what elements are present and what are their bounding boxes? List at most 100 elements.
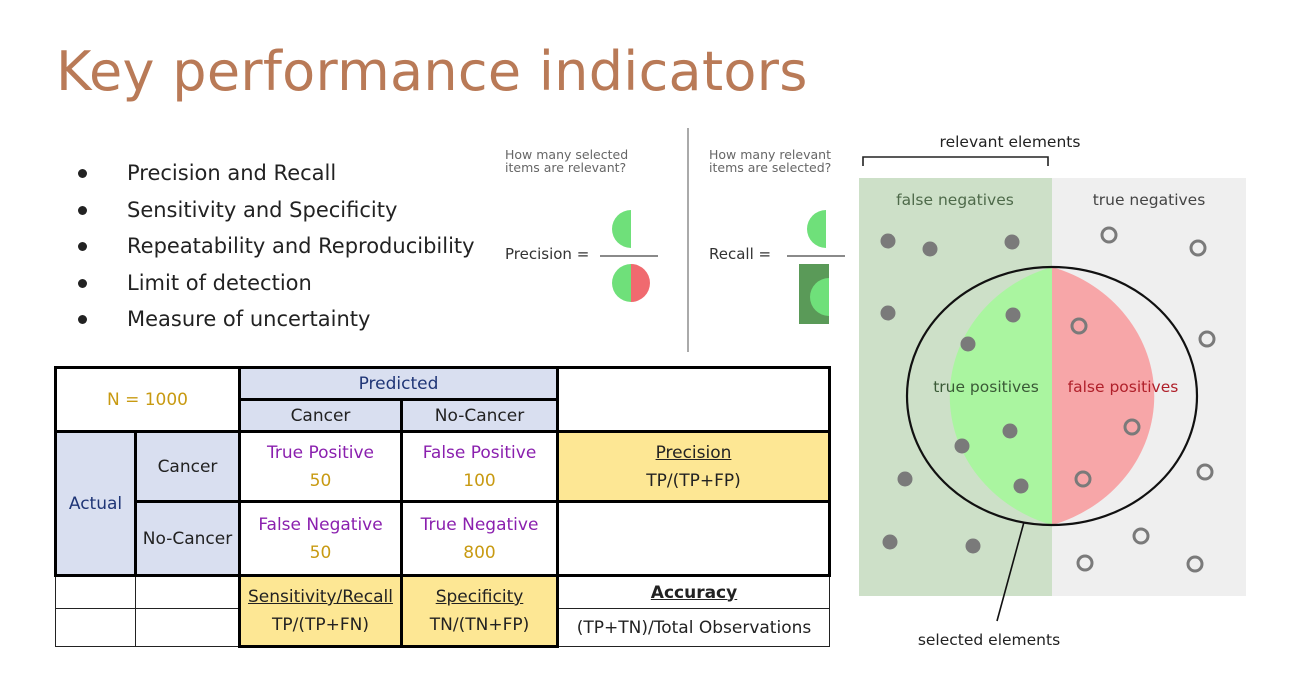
empty-right-cell (556, 500, 831, 577)
relevant-item-dot (960, 336, 976, 352)
actual-header: Actual (54, 430, 137, 577)
relevant-item-dots (880, 233, 1029, 554)
relevant-item-dot (880, 305, 896, 321)
relevant-item-dot (1004, 234, 1020, 250)
specificity-cell: Specificity TN/(TN+FP) (400, 574, 559, 648)
page-title: Key performance indicators (56, 40, 808, 103)
irrelevant-item-ring (1076, 554, 1094, 572)
bullet-item: Measure of uncertainty (74, 302, 475, 339)
true-negative-label: True Negative (420, 514, 539, 535)
bullet-text: Repeatability and Reproducibility (127, 234, 475, 259)
bullet-dot (78, 205, 87, 215)
precision-title: Precision (655, 442, 732, 463)
bullet-item: Precision and Recall (74, 156, 475, 193)
relevant-item-dot (882, 534, 898, 550)
relevant-elements-label: relevant elements (940, 133, 1081, 151)
sensitivity-title: Sensitivity/Recall (248, 587, 393, 607)
specificity-title: Specificity (435, 587, 524, 607)
true-negative-value: 800 (463, 542, 496, 563)
relevance-diagram: relevant elements false negatives true n… (859, 133, 1246, 649)
true-positives-region (949, 267, 1052, 525)
true-positives-label: true positives (933, 378, 1039, 396)
true-positive-label: True Positive (266, 442, 375, 463)
empty-header-cell (556, 366, 831, 433)
irrelevant-item-rings (1070, 226, 1216, 573)
bullet-text: Measure of uncertainty (127, 307, 371, 332)
irrelevant-item-ring (1186, 555, 1204, 573)
irrelevant-item-ring (1198, 330, 1216, 348)
recall-question-line: items are selected? (709, 160, 832, 175)
actual-cancer-header: Cancer (134, 430, 241, 503)
empty-cell (55, 575, 136, 609)
irrelevant-item-ring (1189, 239, 1207, 257)
selected-circle (905, 265, 1199, 527)
precision-question-line: How many selected (505, 147, 629, 162)
true-positive-value: 50 (309, 470, 332, 491)
precision-cell: Precision TP/(TP+FP) (556, 430, 831, 503)
relevant-item-dot (922, 241, 938, 257)
bullet-dot (78, 242, 87, 252)
accuracy-title: Accuracy (557, 575, 830, 609)
false-positive-cell: False Positive 100 (400, 430, 559, 503)
relevant-item-dot (1005, 307, 1021, 323)
precision-question-line: items are relevant? (505, 160, 627, 175)
selected-elements-label: selected elements (918, 631, 1060, 649)
true-positive-cell: True Positive 50 (238, 430, 403, 503)
bullet-dot (78, 169, 87, 178)
true-negative-cell: True Negative 800 (400, 500, 559, 577)
recall-question: How many relevant items are selected? (709, 148, 831, 174)
confusion-matrix-table: N = 1000 Predicted Cancer No-Cancer Actu… (54, 366, 831, 648)
bullet-dot (78, 278, 87, 288)
bullet-text: Precision and Recall (127, 161, 337, 185)
empty-cell (135, 575, 240, 609)
relevant-item-dot (880, 233, 896, 249)
irrelevant-item-ring (1074, 470, 1092, 488)
empty-cell (135, 608, 240, 647)
specificity-formula: TN/(TN+FP) (429, 615, 530, 635)
precision-question: How many selected items are relevant? (505, 148, 628, 174)
relevant-item-dot (897, 471, 913, 487)
precision-denominator-red-half (631, 264, 650, 302)
predicted-cancer-header: Cancer (238, 398, 403, 433)
false-positives-label: false positives (1068, 378, 1179, 396)
empty-cell (55, 608, 136, 647)
accuracy-formula: (TP+TN)/Total Observations (557, 608, 830, 647)
relevant-bracket (862, 156, 1049, 166)
bullet-item: Limit of detection (74, 266, 475, 303)
false-positive-value: 100 (463, 470, 496, 491)
bullet-item: Repeatability and Reproducibility (74, 229, 475, 266)
recall-label: Recall = (709, 245, 772, 263)
bullet-item: Sensitivity and Specificity (74, 193, 475, 230)
precision-numerator-half-circle (612, 210, 631, 248)
irrelevant-item-ring (1123, 418, 1141, 436)
irrelevant-item-ring (1070, 317, 1088, 335)
false-negatives-label: false negatives (896, 191, 1014, 209)
recall-denominator-half-circle (810, 278, 829, 316)
predicted-header: Predicted (238, 366, 559, 401)
false-negative-value: 50 (309, 542, 332, 563)
recall-question-line: How many relevant (709, 147, 831, 162)
true-negatives-label: true negatives (1093, 191, 1206, 209)
relevant-item-dot (954, 438, 970, 454)
sensitivity-cell: Sensitivity/Recall TP/(TP+FN) (238, 574, 403, 648)
precision-label: Precision = (505, 245, 590, 263)
irrelevant-item-ring (1132, 527, 1150, 545)
bullet-text: Sensitivity and Specificity (127, 197, 398, 222)
relevant-item-dot (1013, 478, 1029, 494)
bullet-text: Limit of detection (127, 270, 312, 295)
predicted-no-cancer-header: No-Cancer (400, 398, 559, 433)
bullet-dot (78, 315, 87, 325)
false-negative-cell: False Negative 50 (238, 500, 403, 577)
actual-no-cancer-header: No-Cancer (134, 500, 241, 577)
precision-formula: TP/(TP+FP) (646, 470, 741, 491)
precision-denominator-green-half (612, 264, 631, 302)
recall-numerator-half-circle (807, 210, 826, 248)
irrelevant-item-ring (1100, 226, 1118, 244)
irrelevant-item-ring (1196, 463, 1214, 481)
selected-pointer-line (996, 521, 1025, 622)
relevant-item-dot (965, 538, 981, 554)
false-positive-label: False Positive (422, 442, 537, 463)
precision-recall-figure (600, 128, 845, 352)
kpi-bullet-list: Precision and Recall Sensitivity and Spe… (74, 156, 475, 339)
false-negative-label: False Negative (258, 514, 383, 535)
